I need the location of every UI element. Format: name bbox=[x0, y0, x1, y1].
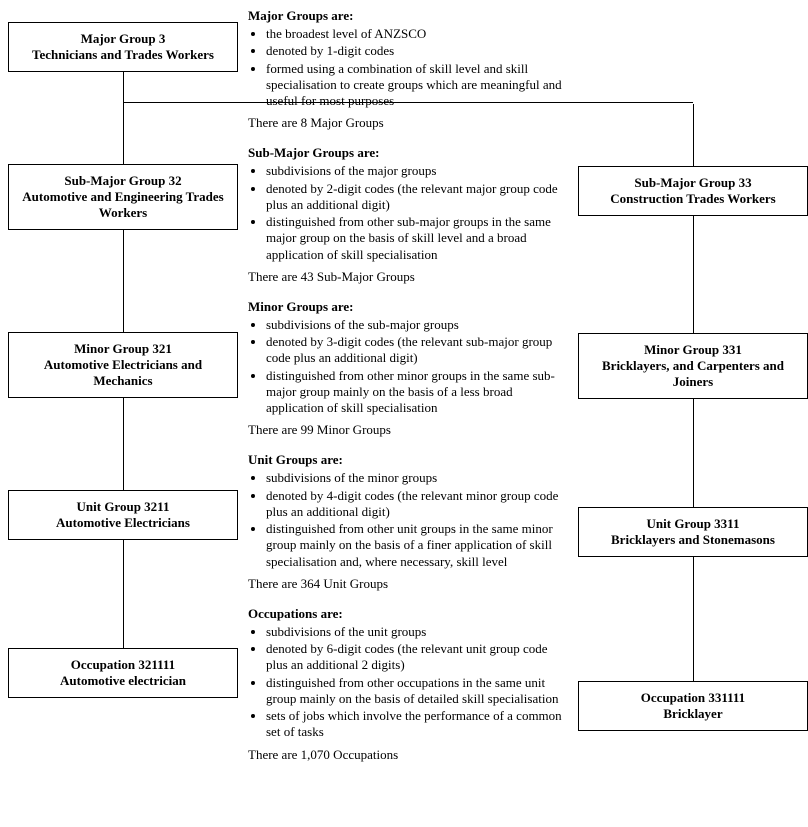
list-item: subdivisions of the major groups bbox=[266, 163, 568, 179]
desc-unit: Unit Groups are: subdivisions of the min… bbox=[248, 452, 568, 592]
box-minor-right-line1: Minor Group 331 bbox=[589, 342, 797, 358]
box-occupation-left-line1: Occupation 321111 bbox=[19, 657, 227, 673]
box-occupation-left-line2: Automotive electrician bbox=[19, 673, 227, 689]
desc-major-list: the broadest level of ANZSCO denoted by … bbox=[248, 26, 568, 109]
box-submajor-left-line2: Automotive and Engineering Trades Worker… bbox=[19, 189, 227, 221]
list-item: distinguished from other minor groups in… bbox=[266, 368, 568, 417]
left-chain: Major Group 3 Technicians and Trades Wor… bbox=[8, 8, 238, 698]
box-major-line1: Major Group 3 bbox=[19, 31, 227, 47]
box-submajor-right: Sub-Major Group 33 Construction Trades W… bbox=[578, 166, 808, 216]
list-item: distinguished from other occupations in … bbox=[266, 675, 568, 708]
desc-major: Major Groups are: the broadest level of … bbox=[248, 8, 568, 131]
desc-occupation: Occupations are: subdivisions of the uni… bbox=[248, 606, 568, 763]
desc-unit-list: subdivisions of the minor groups denoted… bbox=[248, 470, 568, 570]
box-unit-right-line2: Bricklayers and Stonemasons bbox=[589, 532, 797, 548]
desc-occupation-footer: There are 1,070 Occupations bbox=[248, 747, 568, 763]
desc-major-footer: There are 8 Major Groups bbox=[248, 115, 568, 131]
box-occupation-right-line1: Occupation 331111 bbox=[589, 690, 797, 706]
desc-unit-footer: There are 364 Unit Groups bbox=[248, 576, 568, 592]
desc-submajor-list: subdivisions of the major groups denoted… bbox=[248, 163, 568, 263]
list-item: distinguished from other unit groups in … bbox=[266, 521, 568, 570]
list-item: subdivisions of the minor groups bbox=[266, 470, 568, 486]
desc-submajor-footer: There are 43 Sub-Major Groups bbox=[248, 269, 568, 285]
box-unit-left-line2: Automotive Electricians bbox=[19, 515, 227, 531]
list-item: distinguished from other sub-major group… bbox=[266, 214, 568, 263]
box-minor-left: Minor Group 321 Automotive Electricians … bbox=[8, 332, 238, 398]
box-submajor-left: Sub-Major Group 32 Automotive and Engine… bbox=[8, 164, 238, 230]
diagram-grid: Major Group 3 Technicians and Trades Wor… bbox=[8, 8, 800, 777]
list-item: denoted by 6-digit codes (the relevant u… bbox=[266, 641, 568, 674]
box-major-line2: Technicians and Trades Workers bbox=[19, 47, 227, 63]
list-item: denoted by 3-digit codes (the relevant s… bbox=[266, 334, 568, 367]
desc-minor-list: subdivisions of the sub-major groups den… bbox=[248, 317, 568, 417]
box-unit-right: Unit Group 3311 Bricklayers and Stonemas… bbox=[578, 507, 808, 557]
box-unit-left: Unit Group 3211 Automotive Electricians bbox=[8, 490, 238, 540]
list-item: sets of jobs which involve the performan… bbox=[266, 708, 568, 741]
box-major: Major Group 3 Technicians and Trades Wor… bbox=[8, 22, 238, 72]
desc-minor: Minor Groups are: subdivisions of the su… bbox=[248, 299, 568, 439]
box-submajor-right-line1: Sub-Major Group 33 bbox=[589, 175, 797, 191]
list-item: subdivisions of the unit groups bbox=[266, 624, 568, 640]
desc-minor-footer: There are 99 Minor Groups bbox=[248, 422, 568, 438]
box-submajor-right-line2: Construction Trades Workers bbox=[589, 191, 797, 207]
desc-occupation-title: Occupations are: bbox=[248, 606, 568, 622]
list-item: the broadest level of ANZSCO bbox=[266, 26, 568, 42]
box-submajor-left-line1: Sub-Major Group 32 bbox=[19, 173, 227, 189]
desc-major-title: Major Groups are: bbox=[248, 8, 568, 24]
box-occupation-right: Occupation 331111 Bricklayer bbox=[578, 681, 808, 731]
box-minor-right-line2: Bricklayers, and Carpenters and Joiners bbox=[589, 358, 797, 390]
list-item: denoted by 1-digit codes bbox=[266, 43, 568, 59]
right-chain: Sub-Major Group 33 Construction Trades W… bbox=[578, 8, 808, 731]
list-item: subdivisions of the sub-major groups bbox=[266, 317, 568, 333]
desc-submajor-title: Sub-Major Groups are: bbox=[248, 145, 568, 161]
list-item: denoted by 4-digit codes (the relevant m… bbox=[266, 488, 568, 521]
desc-occupation-list: subdivisions of the unit groups denoted … bbox=[248, 624, 568, 741]
desc-unit-title: Unit Groups are: bbox=[248, 452, 568, 468]
list-item: denoted by 2-digit codes (the relevant m… bbox=[266, 181, 568, 214]
box-minor-right: Minor Group 331 Bricklayers, and Carpent… bbox=[578, 333, 808, 399]
desc-minor-title: Minor Groups are: bbox=[248, 299, 568, 315]
box-unit-left-line1: Unit Group 3211 bbox=[19, 499, 227, 515]
box-minor-left-line2: Automotive Electricians and Mechanics bbox=[19, 357, 227, 389]
box-unit-right-line1: Unit Group 3311 bbox=[589, 516, 797, 532]
descriptions-column: Major Groups are: the broadest level of … bbox=[248, 8, 568, 777]
box-occupation-right-line2: Bricklayer bbox=[589, 706, 797, 722]
box-minor-left-line1: Minor Group 321 bbox=[19, 341, 227, 357]
desc-submajor: Sub-Major Groups are: subdivisions of th… bbox=[248, 145, 568, 285]
box-occupation-left: Occupation 321111 Automotive electrician bbox=[8, 648, 238, 698]
